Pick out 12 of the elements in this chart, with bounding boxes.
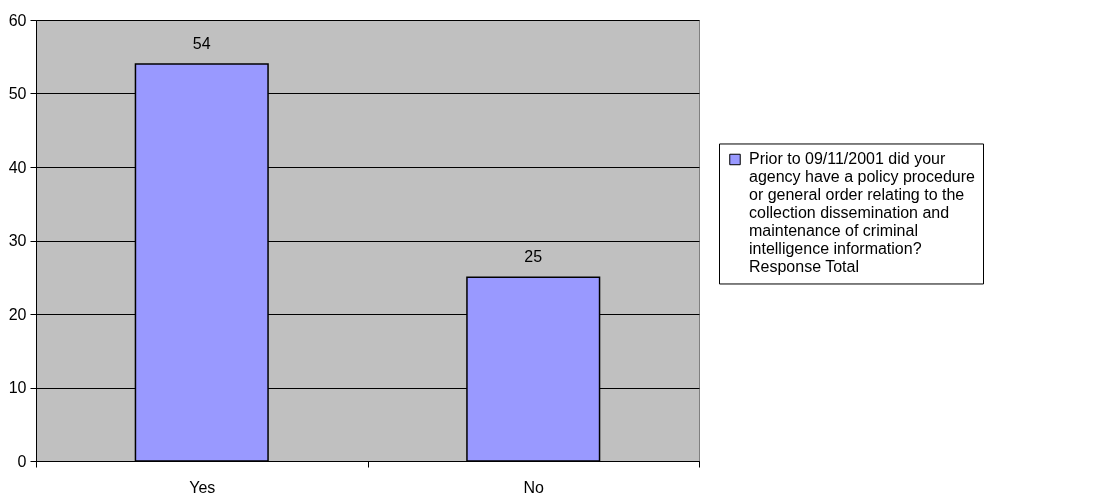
data-label: 25 [524, 248, 543, 266]
y-tick-label: 0 [17, 452, 27, 470]
y-tick-label: 10 [8, 379, 27, 396]
data-label: 54 [192, 35, 211, 53]
y-tick-label: 40 [8, 158, 27, 176]
x-tick-label: Yes [189, 478, 216, 496]
y-tick-label: 20 [8, 305, 27, 323]
legend-label: Prior to 09/11/2001 did your agency have a policy procedure or general order relating to the collection dissemination and maintenance of criminal intelligence information? Response Total [749, 150, 976, 276]
y-tick-label: 50 [8, 85, 27, 102]
y-tick-label: 30 [8, 232, 27, 249]
x-tick-label: No [523, 478, 545, 496]
y-tick-label: 60 [8, 11, 27, 29]
